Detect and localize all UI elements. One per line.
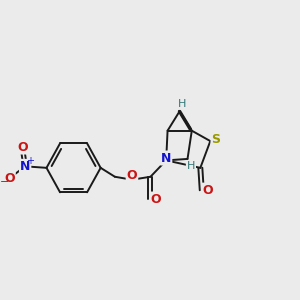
Text: N: N xyxy=(20,160,30,173)
Text: H: H xyxy=(187,161,195,171)
Text: −: − xyxy=(0,177,9,187)
Text: O: O xyxy=(202,184,213,196)
Text: H: H xyxy=(178,99,187,109)
Text: +: + xyxy=(26,156,34,166)
Text: O: O xyxy=(150,193,161,206)
Text: O: O xyxy=(127,169,137,182)
Text: S: S xyxy=(212,133,220,146)
Text: O: O xyxy=(17,140,28,154)
Text: N: N xyxy=(161,152,171,164)
Text: O: O xyxy=(4,172,15,185)
